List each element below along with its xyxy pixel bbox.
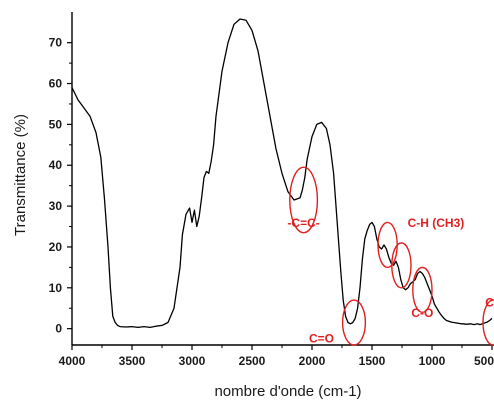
annotation-label: C-H — [485, 296, 494, 310]
x-tick-label: 2500 — [239, 354, 266, 368]
y-tick-label: 20 — [49, 240, 63, 254]
annotation-circle — [341, 299, 367, 346]
y-tick-label: 50 — [49, 117, 63, 131]
y-tick-label: 0 — [55, 322, 62, 336]
x-tick-label: 2000 — [299, 354, 326, 368]
x-tick-label: 1500 — [359, 354, 386, 368]
annotations: -C=C- C=O C-H (CH3) C-O C-H — [287, 166, 494, 346]
y-tick-label: 70 — [49, 36, 63, 50]
annotation-circle — [289, 166, 319, 234]
y-tick-label: 60 — [49, 77, 63, 91]
annotation-label: C=O — [309, 332, 334, 346]
annotation-circle — [391, 242, 412, 289]
x-tick-label: 4000 — [59, 354, 86, 368]
y-axis-title: Transmittance (%) — [12, 114, 29, 236]
x-tick-label: 500 — [474, 354, 494, 368]
annotation-label: C-O — [411, 306, 433, 320]
x-tick-label: 3500 — [119, 354, 146, 368]
annotation-label: C-H (CH3) — [408, 216, 465, 230]
x-axis-title: nombre d'onde (cm-1) — [214, 383, 361, 400]
plot-area — [71, 18, 493, 329]
y-tick-label: 40 — [49, 158, 63, 172]
spectrum-line — [71, 18, 493, 329]
annotation-circle — [412, 266, 433, 314]
x-tick-label: 3000 — [179, 354, 206, 368]
annotation-circle — [482, 299, 494, 346]
annotation-label: -C=C- — [287, 216, 319, 230]
y-tick-label: 10 — [49, 281, 63, 295]
y-tick-label: 30 — [49, 199, 63, 213]
x-tick-label: 1000 — [419, 354, 446, 368]
x-ticks: 4000 3500 3000 2500 2000 1500 1000 500 — [59, 345, 494, 368]
y-ticks: 0 10 20 30 40 50 60 70 — [49, 36, 72, 336]
annotation-circle — [377, 221, 398, 269]
